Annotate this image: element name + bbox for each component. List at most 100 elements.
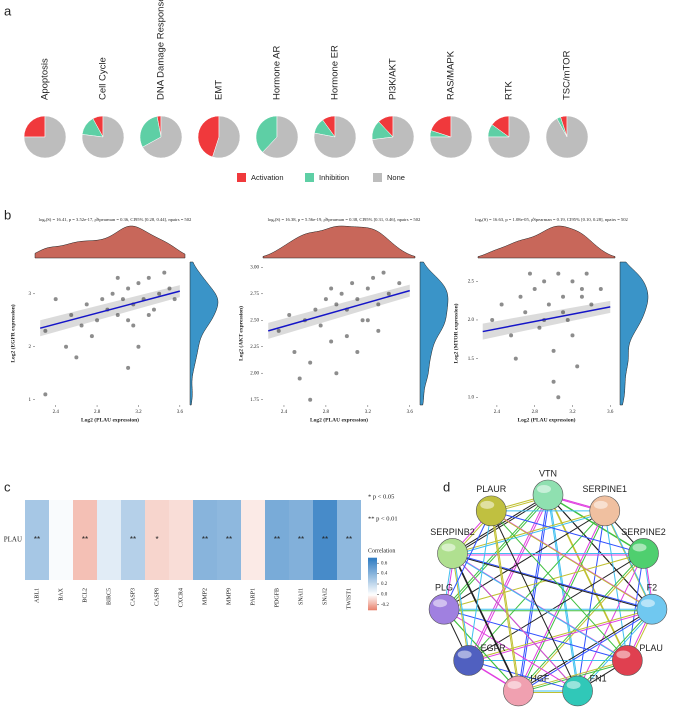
edge [452,553,519,692]
node [437,538,468,569]
point [551,379,556,384]
pie-title: PI3K/AKT [388,58,399,100]
point [376,328,381,333]
point [79,323,84,328]
colorbar-step [368,569,377,572]
x-tick-label: 3.2 [365,410,372,415]
point [570,333,575,338]
column-label: SNAI1 [298,588,304,605]
node [589,495,621,527]
edge [443,552,644,610]
point [95,318,100,323]
pie-title: EMT [214,80,225,100]
point [360,318,365,323]
colorbar-step [368,603,377,606]
edge [453,496,550,556]
point [297,376,302,381]
heat-cell [25,500,49,580]
point [365,286,370,291]
density-y [189,261,219,406]
node-label: F2 [647,583,658,593]
x-tick-label: 2.8 [323,410,330,415]
point [84,302,89,307]
edge [492,511,654,612]
edge [468,510,492,661]
node-label: PLG [435,583,453,593]
point [308,397,313,402]
edge [604,510,653,610]
edge [626,553,645,661]
point [115,312,120,317]
point [339,291,344,296]
y-axis-title: Log2 (MTOR expression) [452,303,459,363]
y-tick-label: 2.5 [468,279,475,284]
y-tick-label: 2 [29,345,32,350]
point [126,365,131,370]
edge [443,494,549,610]
colorbar-step [368,574,377,577]
x-tick-label: 2.4 [281,410,288,415]
pie-slice [429,115,473,159]
colorbar-step [368,594,377,596]
pie-title: RTK [504,81,515,100]
point [598,287,603,292]
colorbar-step [368,596,377,599]
point [74,355,79,360]
edge [451,553,470,661]
point [523,310,528,315]
node-label: PLAUR [476,484,507,494]
node-label: FN1 [590,673,607,683]
point [162,270,167,275]
note: * p < 0.05 [368,493,394,500]
heat-cell [73,500,97,580]
edge [469,496,550,663]
edge [452,510,605,554]
column-label: BCL2 [82,588,88,603]
point [355,350,360,355]
column-label: BIRC5 [106,588,112,605]
colorbar-step [368,595,377,598]
point [499,302,504,307]
heat-cell [289,500,313,580]
pie-slice [23,115,67,159]
edge [443,510,492,610]
point [313,307,318,312]
pie-title: Hormone AR [272,45,283,100]
colorbar-tick-label: 0.4 [381,572,388,577]
edge [604,510,628,661]
edge [452,494,549,554]
column-label: CASP3 [130,588,136,606]
colorbar-step [368,604,377,607]
point [579,294,584,299]
point [308,360,313,365]
pie-slice [139,116,162,148]
heat-cell [313,500,337,580]
x-tick-label: 3.2 [135,410,142,415]
y-axis-title: Log2 (AKT expression) [237,306,244,361]
colorbar-tick-label: -0.2 [381,603,389,608]
pie-slice [23,115,46,138]
pie-slice [197,115,220,158]
column-label: TWIST1 [346,588,352,609]
colorbar-step [368,585,377,587]
heat-cell [145,500,169,580]
point [532,287,537,292]
x-tick-label: 3.6 [407,410,414,415]
point [537,325,542,330]
heat-cell [169,500,193,580]
x-axis-title: Log2 (PLAU expression) [518,416,576,423]
confidence-band [482,300,611,340]
point [110,291,115,296]
point [556,271,561,276]
y-tick-label: 2.50 [250,318,259,323]
node [612,645,643,676]
point [329,286,334,291]
density-x [34,225,186,259]
density-x [262,225,416,259]
node-highlight [640,599,655,608]
point [365,318,370,323]
edge [519,610,654,693]
colorbar-step [368,600,377,603]
heat-cell [121,500,145,580]
